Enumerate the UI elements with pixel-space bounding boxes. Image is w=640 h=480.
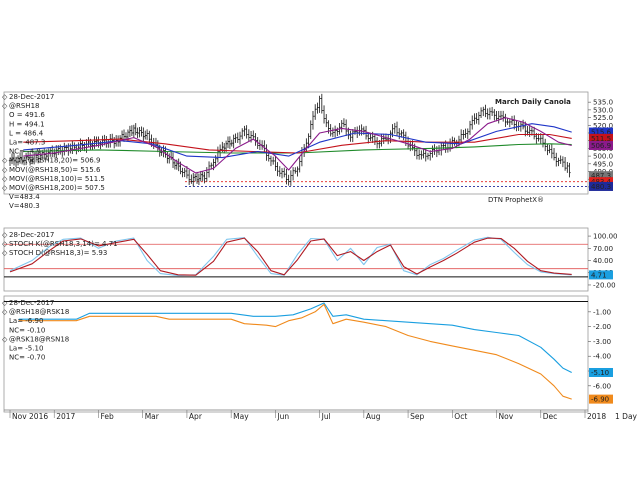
price-value-tag-label: 515.6	[591, 129, 612, 137]
price-legend-ma50-marker: ◇	[2, 166, 8, 174]
spread-legend-s1-last: La= -6.90	[9, 317, 43, 325]
price-value-tag	[589, 181, 613, 191]
price-legend-symbol: @RSH18	[9, 102, 39, 110]
spread-legend-s2-last: La= -5.10	[9, 345, 43, 353]
spread-legend-s1-marker: ◇	[2, 308, 8, 316]
ma20-line	[23, 117, 572, 174]
spread-value-tag	[589, 367, 613, 377]
spread-legend-date: 28-Dec-2017	[9, 299, 54, 307]
price-value-tag	[589, 177, 613, 187]
stochastic-value-tag	[589, 270, 613, 280]
x-axis-label: Feb	[100, 412, 114, 421]
price-legend-v2: V=480.3	[9, 202, 40, 210]
stochastic-axis-tick-label: -20.00	[593, 281, 616, 289]
price-value-tag-label: 506.9	[591, 142, 611, 150]
price-value-tag	[589, 127, 613, 137]
price-legend-ma20-marker: ◇	[2, 157, 8, 165]
stoch-legend-k-marker: ◇	[2, 240, 8, 248]
price-axis-tick-label: 500.0	[593, 153, 613, 161]
price-value-tag	[589, 133, 613, 143]
spread-value-tag-label: -6.90	[591, 396, 609, 404]
x-axis-label: Nov	[499, 412, 514, 421]
price-axis-tick-label: 525.0	[593, 114, 613, 122]
stochastic-axis-tick-label: 70.00	[593, 245, 613, 253]
ma200-line	[23, 143, 572, 154]
price-legend-v1: V=483.4	[9, 193, 40, 201]
spread-k-n-line	[18, 302, 572, 373]
stoch-legend-d: STOCH D(@RSH18,3)= 5.93	[9, 249, 107, 257]
price-legend-low: L = 486.4	[9, 129, 44, 137]
price-legend-open: O = 491.6	[9, 111, 45, 119]
price-legend-symbol-marker: ◇	[2, 102, 8, 110]
spread-h-k-line	[18, 303, 572, 400]
spread-axis-tick-label: -3.00	[593, 338, 611, 346]
x-axis-label: Dec	[543, 412, 558, 421]
price-value-tag-label: 480.3	[591, 183, 611, 191]
price-legend-net-change: NC= -4.9	[9, 148, 41, 156]
stoch-legend-k: STOCH K(@RSH18,3,14)= 4.71	[9, 240, 118, 248]
ma100-line	[23, 133, 572, 154]
spread-legend-s2-marker: ◇	[2, 335, 8, 343]
spread-legend-s1: @RSH18@RSK18	[9, 308, 69, 316]
price-bars	[8, 93, 571, 187]
x-axis-label: 2018	[587, 412, 606, 421]
spread-axis-tick-label: -4.00	[593, 353, 611, 361]
stoch-legend-d-marker: ◇	[2, 249, 8, 257]
x-axis-label: Jun	[276, 412, 289, 421]
x-axis-label: Mar	[145, 412, 160, 421]
spread-legend-date-marker: ◇	[2, 299, 8, 307]
x-axis-label: 2017	[56, 412, 75, 421]
price-value-tag	[589, 140, 613, 150]
price-panel-frame	[3, 91, 589, 195]
spread-legend-s2-nc: NC= -0.70	[9, 354, 45, 362]
price-legend-ma200: MOV(@RSH18,200)= 507.5	[9, 184, 105, 192]
stochastic-axis-tick-label: 100.00	[593, 233, 618, 241]
chart-title: March Daily Canola	[495, 98, 571, 106]
price-axis-tick-label: 530.0	[593, 106, 613, 114]
price-legend-last: La= 487.3	[9, 139, 45, 147]
ma50-line	[23, 123, 572, 159]
stoch-d-line	[9, 237, 572, 276]
spread-value-tag-label: -5.10	[591, 369, 609, 377]
x-axis-label: Jul	[321, 412, 331, 421]
interval-label: 1 Day	[615, 412, 638, 421]
watermark: DTN ProphetX®	[488, 196, 544, 204]
spread-axis-tick-label: -2.00	[593, 323, 611, 331]
spread-value-tag	[589, 394, 613, 404]
spread-axis-tick-label: -6.00	[593, 382, 611, 390]
x-axis-label: Sep	[410, 412, 424, 421]
stoch-legend-date: 28-Dec-2017	[9, 231, 54, 239]
x-axis-label: Aug	[366, 412, 381, 421]
x-axis-label: Oct	[454, 412, 467, 421]
price-legend-ma100-marker: ◇	[2, 175, 8, 183]
stoch-legend-date-marker: ◇	[2, 231, 8, 239]
spread-legend-s2: @RSK18@RSN18	[9, 335, 69, 343]
price-axis-tick-label: 495.0	[593, 160, 613, 168]
price-axis-tick-label: 520.0	[593, 122, 613, 130]
spread-panel-frame	[3, 295, 589, 413]
price-value-tag-label: 511.5	[591, 135, 611, 143]
price-legend-ma20: MOV(@RSH18,20)= 506.9	[9, 157, 100, 165]
stochastic-panel-frame	[3, 227, 589, 292]
price-legend-date-marker: ◇	[2, 93, 8, 101]
price-legend-date: 28-Dec-2017	[9, 93, 54, 101]
stoch-k-line	[9, 236, 572, 277]
price-axis-tick-label: 535.0	[593, 99, 613, 107]
spread-legend-s1-nc: NC= -0.10	[9, 326, 45, 334]
x-axis-label: Apr	[189, 412, 203, 421]
x-axis-label: Nov 2016	[12, 412, 48, 421]
price-value-tag-label: 487.3	[591, 172, 611, 180]
price-legend-ma100: MOV(@RSH18,100)= 511.5	[9, 175, 105, 183]
price-legend-high: H = 494.1	[9, 120, 45, 128]
spread-axis-tick-label: -1.00	[593, 308, 611, 316]
price-legend-ma200-marker: ◇	[2, 184, 8, 192]
x-axis-label: May	[233, 412, 249, 421]
stochastic-value-tag-label: 4.71	[591, 271, 607, 279]
price-legend-ma50: MOV(@RSH18,50)= 515.6	[9, 166, 101, 174]
price-value-tag	[589, 171, 613, 181]
stochastic-axis-tick-label: 40.00	[593, 257, 613, 265]
